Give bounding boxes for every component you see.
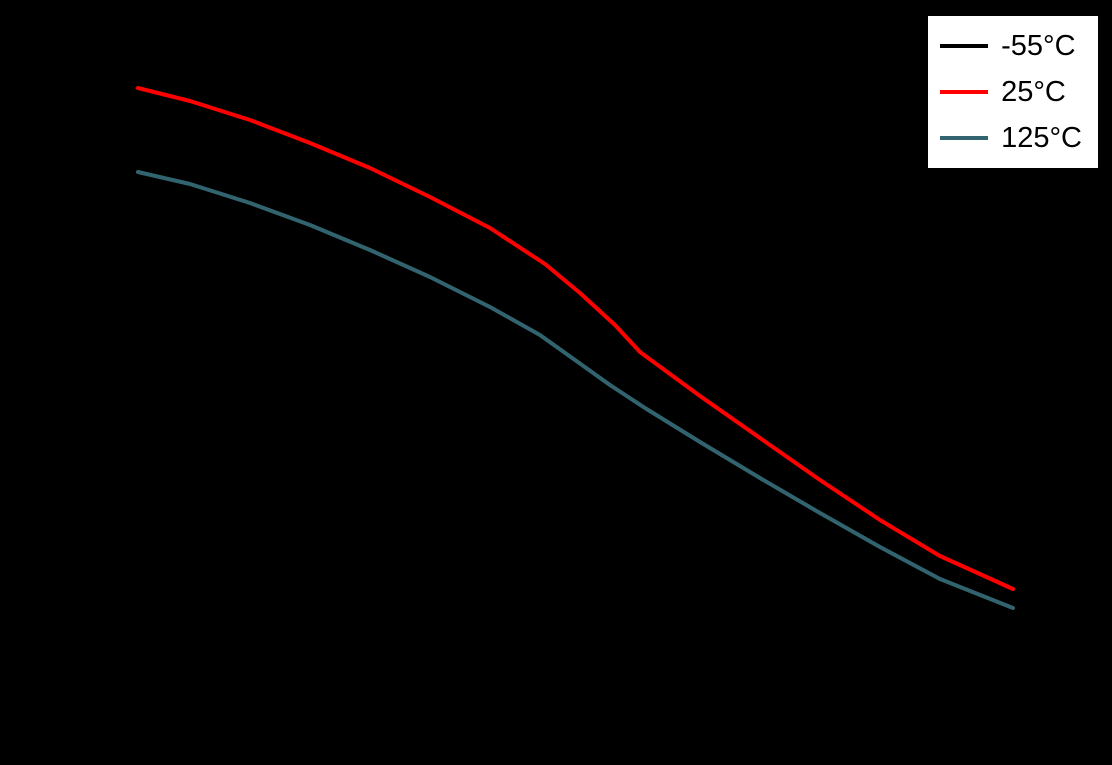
- legend-label-125c: 125°C: [1001, 121, 1082, 154]
- legend-line-sample-25c: [940, 90, 989, 94]
- legend-label-minus55c: -55°C: [1001, 29, 1076, 62]
- series-line-25C: [136, 86, 1015, 591]
- legend-line-sample-minus55c: [940, 44, 989, 48]
- legend-item-25c: 25°C: [940, 70, 1082, 114]
- series-line--55C: [136, 28, 1015, 533]
- legend: -55°C 25°C 125°C: [927, 15, 1099, 169]
- legend-label-25c: 25°C: [1001, 75, 1066, 108]
- series-line-125C: [136, 170, 1015, 610]
- legend-item-125c: 125°C: [940, 116, 1082, 160]
- legend-item-minus55c: -55°C: [940, 24, 1082, 68]
- legend-line-sample-125c: [940, 136, 989, 140]
